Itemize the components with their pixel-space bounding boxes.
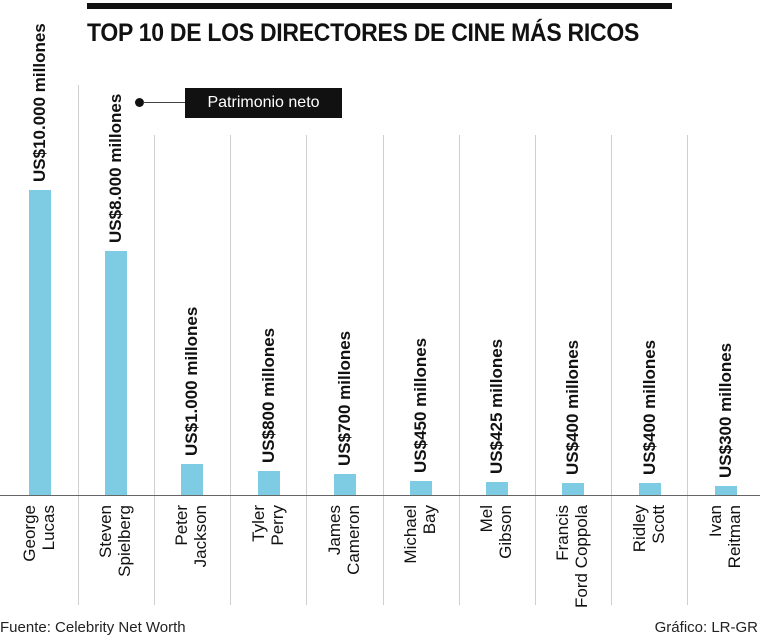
bar: [714, 486, 737, 495]
bar: [29, 190, 51, 495]
legend-leader-line: [143, 102, 185, 103]
column-separator: [306, 135, 307, 605]
category-label-line1: Michael: [401, 505, 420, 564]
value-label: US$400 millones: [639, 339, 659, 475]
column-separator: [535, 135, 536, 605]
category-label-line1: Francis: [553, 505, 573, 561]
category-label: Ridley Scott: [630, 505, 668, 625]
category-label: Tyler Perry: [249, 505, 287, 625]
category-label: Michael Bay: [401, 505, 439, 625]
category-label: Ivan Reitman: [706, 505, 744, 625]
category-label-line2: Cameron: [343, 505, 363, 575]
category-label: Peter Jackson: [172, 505, 210, 625]
bar: [333, 474, 356, 495]
column-separator: [687, 135, 688, 605]
value-label: US$425 millones: [487, 338, 507, 474]
value-label: US$8.000 millones: [106, 93, 126, 243]
category-label: George Lucas: [20, 505, 58, 625]
category-label: Francis Ford Coppola: [553, 505, 591, 625]
bar: [486, 482, 509, 495]
category-label-line2: Reitman: [724, 505, 744, 569]
category-label-line2: Gibson: [496, 505, 516, 559]
value-label: US$10.000 millones: [30, 23, 49, 182]
category-label-line1: Peter: [172, 505, 192, 546]
chart-title: TOP 10 DE LOS DIRECTORES DE CINE MÁS RIC…: [87, 19, 640, 47]
bar: [562, 483, 585, 495]
category-label-line2: Perry: [267, 505, 287, 546]
category-label-line2: Jackson: [191, 505, 211, 568]
category-label-line1: Mel: [477, 505, 497, 533]
bar: [257, 471, 280, 495]
value-label: US$450 millones: [411, 337, 430, 473]
category-label-line2: Ford Coppola: [572, 505, 592, 609]
category-label-line1: James: [324, 505, 344, 556]
category-label-line2: Bay: [420, 505, 439, 535]
top-rule: [87, 3, 672, 9]
credit-note: Gráfico: LR-GR: [654, 619, 758, 636]
category-label: Steven Spielberg: [96, 505, 134, 625]
value-label: US$700 millones: [334, 330, 354, 466]
column-separator: [230, 135, 231, 605]
column-separator: [459, 135, 460, 605]
value-label: US$400 millones: [563, 339, 583, 475]
source-note: Fuente: Celebrity Net Worth: [0, 619, 186, 636]
category-label-line1: Ivan: [705, 505, 725, 538]
value-label: US$800 millones: [258, 327, 278, 463]
x-axis-baseline: [0, 495, 760, 496]
column-separator: [154, 135, 155, 605]
bar: [181, 464, 204, 495]
category-label-line2: Spielberg: [115, 505, 135, 577]
category-label-line2: Lucas: [39, 505, 58, 551]
category-label: Mel Gibson: [477, 505, 515, 625]
bar: [410, 481, 432, 495]
column-separator: [78, 85, 79, 605]
bar: [105, 251, 128, 495]
category-label-line1: Steven: [96, 505, 116, 558]
column-separator: [611, 135, 612, 605]
value-label: US$300 millones: [715, 342, 735, 478]
bar: [638, 483, 661, 495]
category-label-line1: Ridley: [629, 505, 649, 553]
category-label-line1: George: [20, 505, 39, 562]
legend-label: Patrimonio neto: [185, 88, 342, 118]
column-separator: [383, 135, 384, 605]
category-label: James Cameron: [325, 505, 363, 625]
value-label: US$1.000 millones: [182, 306, 202, 456]
legend-dot-icon: [135, 98, 144, 107]
category-label-line1: Tyler: [248, 505, 268, 542]
category-label-line2: Scott: [648, 505, 668, 544]
